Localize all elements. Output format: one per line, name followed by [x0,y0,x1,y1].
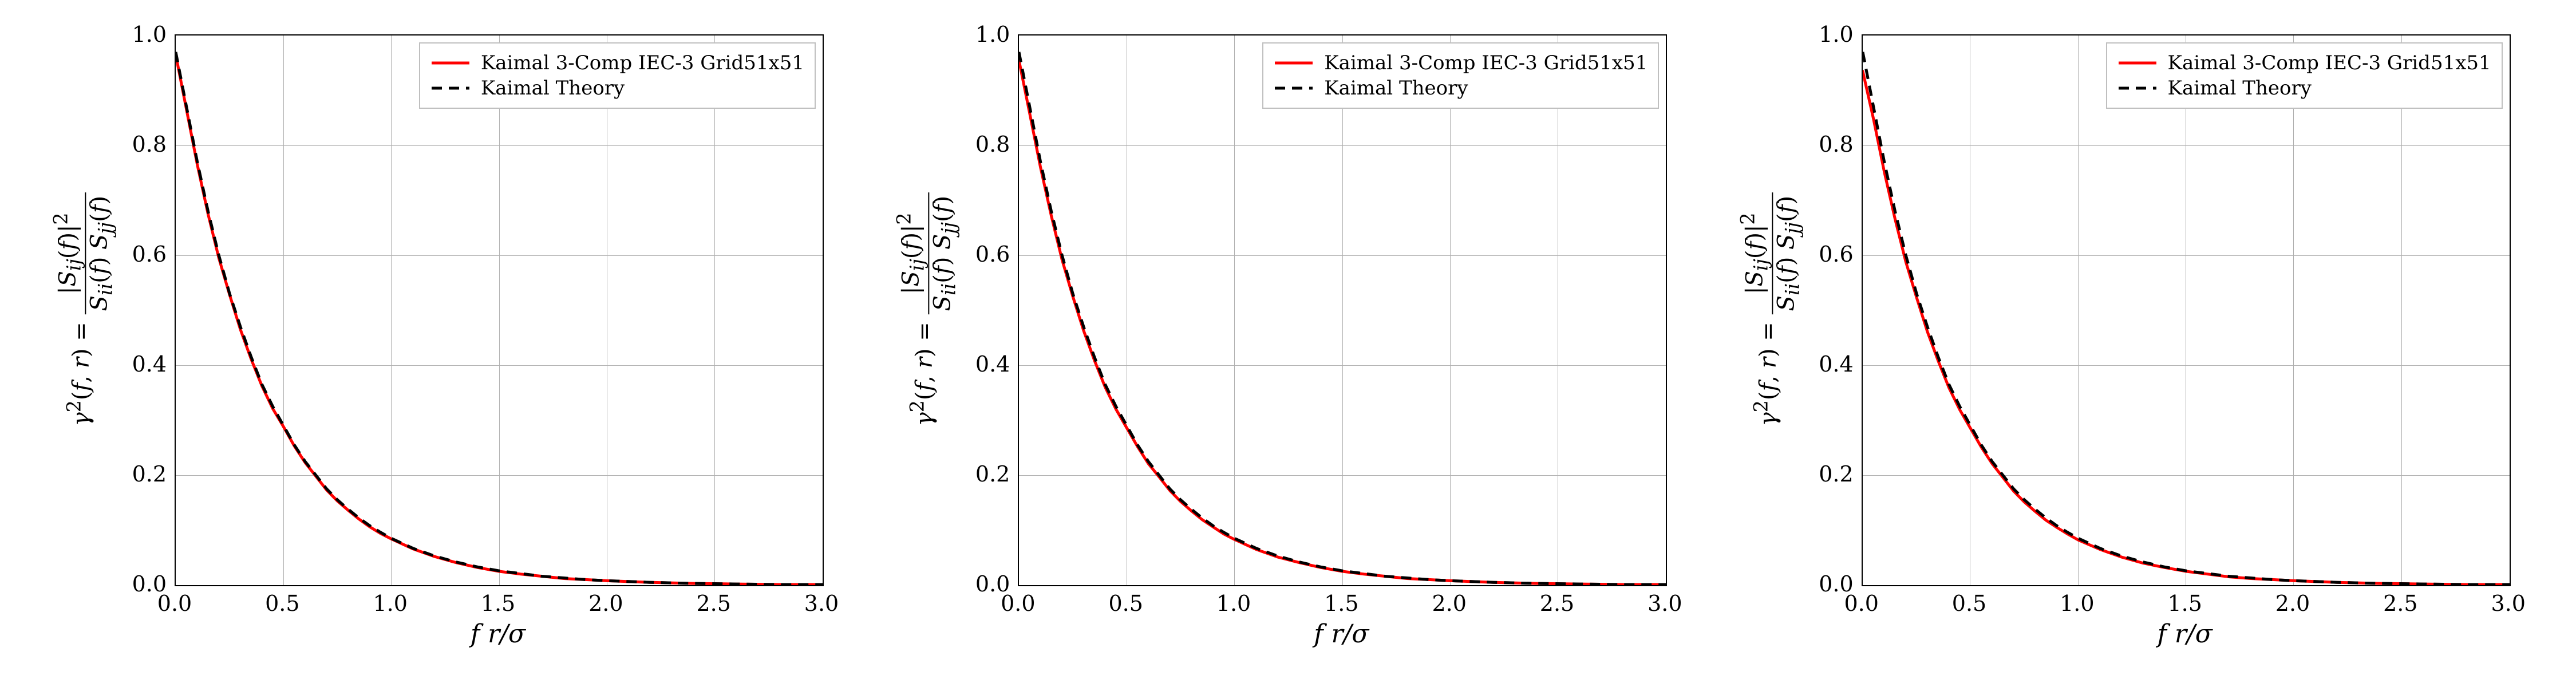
xtick-label: 2.0 [2275,591,2310,616]
ytick-label: 0.0 [1819,571,1853,597]
legend-label: Kaimal Theory [481,77,625,100]
ytick-label: 0.4 [1819,352,1853,377]
plot-svg [1019,35,1666,585]
ytick-label: 1.0 [975,22,1010,47]
chart-panel: Kaimal 3-Comp IEC-3 Grid51x51 Kaimal Theo… [889,17,1686,676]
ytick-label: 0.6 [975,242,1010,267]
xtick-label: 3.0 [2491,591,2525,616]
xtick-label: 0.5 [1108,591,1143,616]
legend-label: Kaimal 3-Comp IEC-3 Grid51x51 [2168,52,2491,74]
plot-svg [1863,35,2510,585]
legend-item: Kaimal Theory [430,77,804,100]
xtick-label: 1.5 [2167,591,2202,616]
series-theory [1863,52,2510,585]
xtick-label: 2.0 [1432,591,1466,616]
ytick-label: 0.2 [132,461,167,487]
legend-swatch [2117,81,2158,95]
chart-panel: Kaimal 3-Comp IEC-3 Grid51x51 Kaimal Theo… [1733,17,2530,676]
xtick-label: 2.0 [588,591,623,616]
xtick-label: 2.5 [696,591,730,616]
series-sim [1019,60,1666,585]
x-axis-label: f r/σ [1314,619,1369,649]
legend-item: Kaimal 3-Comp IEC-3 Grid51x51 [1274,52,1647,74]
legend-item: Kaimal 3-Comp IEC-3 Grid51x51 [430,52,804,74]
xtick-label: 2.5 [2383,591,2417,616]
chart-panel: Kaimal 3-Comp IEC-3 Grid51x51 Kaimal Theo… [46,17,843,676]
ytick-label: 0.4 [975,352,1010,377]
series-sim [1863,71,2510,585]
figure-row: Kaimal 3-Comp IEC-3 Grid51x51 Kaimal Theo… [0,0,2576,687]
plot-area: Kaimal 3-Comp IEC-3 Grid51x51 Kaimal Theo… [1018,34,1667,586]
series-sim [176,55,823,585]
legend-item: Kaimal 3-Comp IEC-3 Grid51x51 [2117,52,2491,74]
ytick-label: 1.0 [1819,22,1853,47]
legend-label: Kaimal 3-Comp IEC-3 Grid51x51 [481,52,804,74]
ytick-label: 0.8 [1819,132,1853,157]
legend-label: Kaimal Theory [2168,77,2312,100]
series-theory [176,52,823,585]
legend: Kaimal 3-Comp IEC-3 Grid51x51 Kaimal Theo… [1262,42,1659,109]
series-theory [1019,52,1666,585]
x-axis-label: f r/σ [2158,619,2212,649]
y-axis-label: γ2(f, r) = |Sij(f)|2Sii(f) Sjj(f) [893,192,960,426]
ytick-label: 0.6 [132,242,167,267]
xtick-label: 1.0 [2060,591,2094,616]
legend-swatch [430,56,471,70]
xtick-label: 1.0 [1216,591,1251,616]
legend-swatch [2117,56,2158,70]
legend-swatch [1274,81,1314,95]
legend-item: Kaimal Theory [2117,77,2491,100]
xtick-label: 0.5 [1952,591,1986,616]
legend-label: Kaimal Theory [1324,77,1468,100]
legend: Kaimal 3-Comp IEC-3 Grid51x51 Kaimal Theo… [2106,42,2503,109]
xtick-label: 0.5 [265,591,299,616]
xtick-label: 1.5 [1324,591,1358,616]
ytick-label: 0.2 [975,461,1010,487]
legend-item: Kaimal Theory [1274,77,1647,100]
ytick-label: 0.0 [975,571,1010,597]
ytick-label: 0.8 [975,132,1010,157]
ytick-label: 0.0 [132,571,167,597]
ytick-label: 1.0 [132,22,167,47]
plot-svg [176,35,823,585]
ytick-label: 0.2 [1819,461,1853,487]
xtick-label: 2.5 [1540,591,1574,616]
x-axis-label: f r/σ [471,619,526,649]
ytick-label: 0.8 [132,132,167,157]
legend-swatch [430,81,471,95]
ytick-label: 0.4 [132,352,167,377]
xtick-label: 1.5 [481,591,515,616]
legend: Kaimal 3-Comp IEC-3 Grid51x51 Kaimal Theo… [419,42,816,109]
xtick-label: 3.0 [1647,591,1682,616]
xtick-label: 3.0 [804,591,839,616]
xtick-label: 1.0 [373,591,407,616]
plot-area: Kaimal 3-Comp IEC-3 Grid51x51 Kaimal Theo… [175,34,824,586]
legend-label: Kaimal 3-Comp IEC-3 Grid51x51 [1324,52,1647,74]
plot-area: Kaimal 3-Comp IEC-3 Grid51x51 Kaimal Theo… [1862,34,2511,586]
y-axis-label: γ2(f, r) = |Sij(f)|2Sii(f) Sjj(f) [49,192,116,426]
ytick-label: 0.6 [1819,242,1853,267]
y-axis-label: γ2(f, r) = |Sij(f)|2Sii(f) Sjj(f) [1736,192,1803,426]
legend-swatch [1274,56,1314,70]
